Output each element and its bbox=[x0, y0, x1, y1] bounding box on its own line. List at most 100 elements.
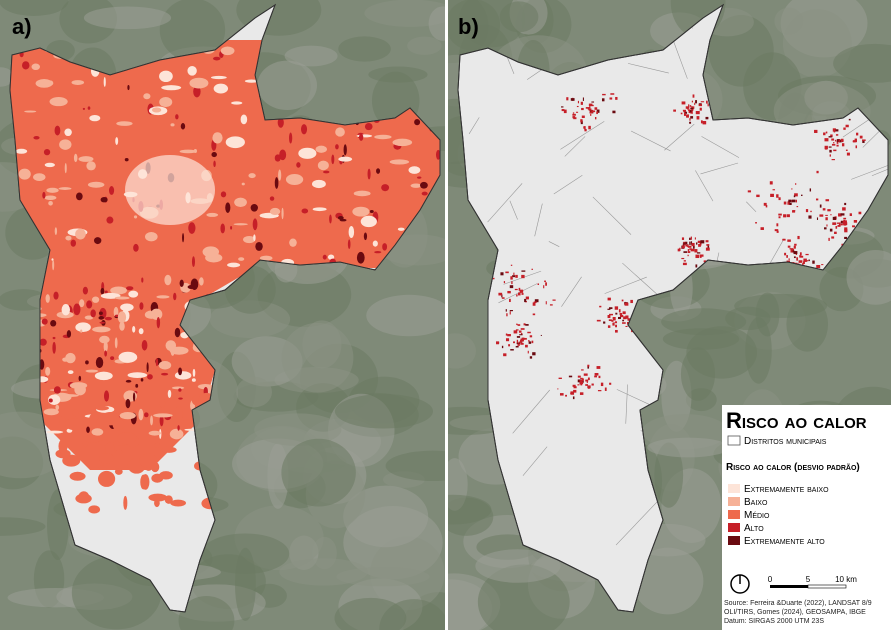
risk-patch bbox=[819, 204, 822, 208]
risk-patch bbox=[565, 394, 567, 397]
risk-patch bbox=[823, 132, 826, 136]
risk-patch bbox=[141, 277, 144, 283]
risk-patch bbox=[33, 173, 46, 182]
risk-patch bbox=[594, 372, 599, 376]
risk-patch bbox=[523, 323, 526, 326]
risk-patch bbox=[591, 101, 595, 103]
risk-patch bbox=[808, 215, 812, 219]
risk-patch bbox=[624, 302, 629, 306]
risk-patch bbox=[596, 366, 601, 369]
risk-patch bbox=[241, 182, 245, 186]
terrain-patch bbox=[178, 595, 235, 630]
risk-patch bbox=[67, 370, 74, 375]
risk-patch bbox=[75, 228, 86, 240]
risk-patch bbox=[503, 353, 507, 357]
risk-patch bbox=[828, 237, 830, 241]
risk-patch bbox=[545, 282, 547, 286]
risk-patch bbox=[687, 251, 691, 253]
risk-patch bbox=[794, 193, 798, 197]
risk-patch bbox=[199, 277, 204, 286]
risk-patch bbox=[615, 312, 618, 315]
risk-patch bbox=[500, 272, 504, 276]
risk-patch bbox=[92, 296, 100, 303]
risk-patch bbox=[61, 304, 71, 316]
risk-patch bbox=[625, 315, 629, 319]
risk-patch bbox=[763, 202, 767, 206]
risk-patch bbox=[259, 255, 273, 261]
risk-patch bbox=[619, 314, 624, 318]
risk-patch bbox=[812, 260, 815, 264]
risk-patch bbox=[527, 350, 529, 354]
risk-patch bbox=[505, 271, 509, 274]
risk-patch bbox=[690, 248, 695, 252]
risk-patch bbox=[559, 393, 564, 396]
district-line bbox=[512, 389, 550, 434]
risk-patch bbox=[177, 425, 180, 431]
risk-patch bbox=[64, 162, 67, 174]
risk-patch bbox=[533, 301, 537, 304]
terrain-patch bbox=[209, 300, 291, 339]
risk-patch bbox=[189, 77, 209, 89]
risk-patch bbox=[498, 292, 503, 296]
risk-patch bbox=[170, 123, 175, 127]
risk-patch bbox=[188, 222, 196, 234]
risk-patch bbox=[90, 309, 96, 318]
risk-patch bbox=[615, 324, 617, 328]
risk-patch bbox=[138, 408, 144, 421]
risk-patch bbox=[508, 344, 511, 347]
risk-patch bbox=[591, 383, 594, 386]
district-line bbox=[498, 283, 538, 304]
risk-patch bbox=[115, 137, 119, 145]
risk-patch bbox=[22, 61, 30, 70]
terrain-patch bbox=[334, 394, 434, 429]
risk-patch bbox=[549, 304, 553, 306]
terrain-patch bbox=[833, 43, 891, 83]
risk-patch bbox=[169, 428, 184, 440]
risk-patch bbox=[234, 197, 247, 207]
risk-patch bbox=[46, 430, 64, 434]
risk-patch bbox=[774, 229, 779, 232]
risk-patch bbox=[787, 201, 791, 205]
risk-patch bbox=[420, 181, 428, 189]
risk-patch bbox=[615, 329, 618, 333]
risk-patch bbox=[170, 499, 187, 507]
district-line bbox=[615, 500, 659, 546]
risk-patch bbox=[862, 139, 866, 141]
risk-patch bbox=[511, 281, 513, 285]
terrain-patch bbox=[774, 7, 804, 35]
district-line bbox=[564, 136, 586, 157]
risk-patch bbox=[138, 328, 144, 335]
risk-patch bbox=[98, 311, 103, 315]
risk-patch bbox=[843, 219, 846, 222]
district-line bbox=[487, 183, 523, 223]
risk-patch bbox=[682, 245, 685, 249]
risk-patch bbox=[417, 176, 422, 179]
risk-patch bbox=[33, 135, 40, 140]
risk-patch bbox=[86, 426, 90, 433]
risk-patch bbox=[691, 242, 695, 247]
risk-patch bbox=[323, 170, 330, 174]
risk-patch bbox=[825, 131, 828, 134]
risk-patch bbox=[683, 110, 686, 113]
risk-patch bbox=[233, 223, 248, 226]
risk-patch bbox=[353, 190, 371, 197]
risk-patch bbox=[50, 319, 57, 327]
risk-patch bbox=[618, 316, 621, 320]
district-line bbox=[842, 116, 874, 138]
risk-patch bbox=[85, 360, 89, 365]
risk-patch bbox=[410, 183, 422, 188]
risk-patch bbox=[73, 153, 78, 163]
risk-patch bbox=[842, 207, 846, 211]
terrain-patch bbox=[680, 347, 716, 401]
risk-patch bbox=[49, 97, 68, 107]
risk-patch bbox=[572, 396, 575, 400]
scale-label: 5 bbox=[806, 575, 811, 584]
risk-patch bbox=[171, 386, 185, 390]
risk-patch bbox=[845, 124, 849, 128]
risk-patch bbox=[581, 378, 584, 381]
risk-patch bbox=[408, 166, 421, 174]
risk-patch bbox=[787, 245, 791, 248]
risk-patch bbox=[581, 107, 584, 111]
risk-patch bbox=[698, 244, 701, 247]
risk-patch bbox=[705, 247, 710, 251]
